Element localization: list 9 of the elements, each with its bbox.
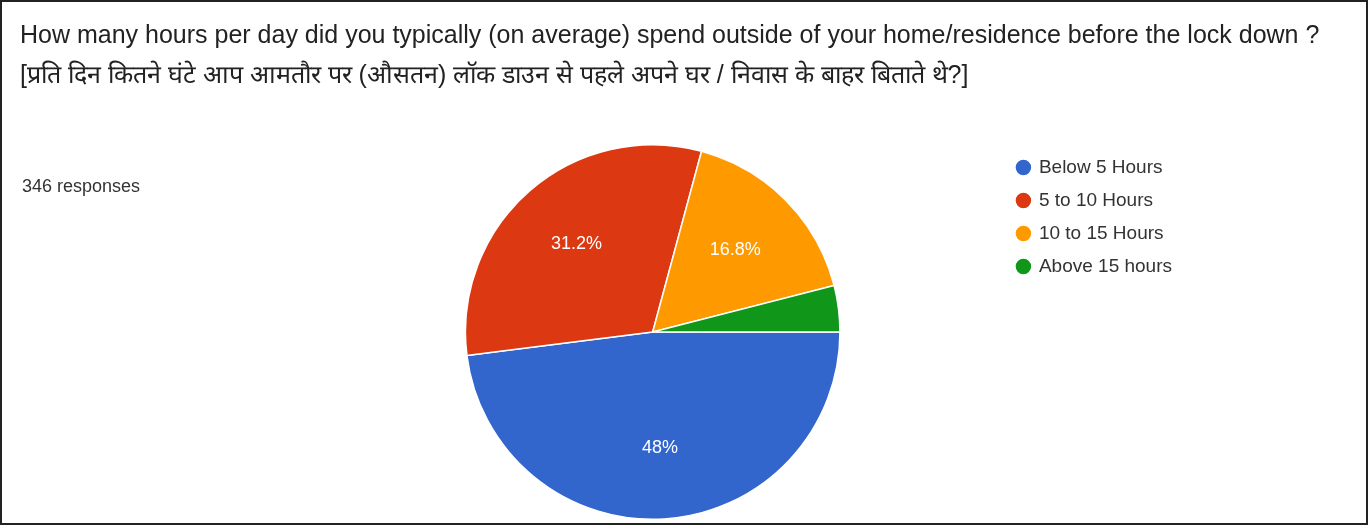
legend-label: Below 5 Hours [1038,155,1163,177]
legend-label: 10 to 15 Hours [1038,221,1164,243]
data-label: 31.2% [550,233,602,254]
data-label: 48% [641,436,679,457]
data-label: 16.8% [709,239,761,260]
chart-title: How many hours per day did you typically (on average) spend outside of your home/residence before the lock down ? [प्रति दिन कितने घंटे आप आमतौर पर (औसतन) लॉक डाउन से पहले अपने घर / निवास के बाहर बिताते थे?] [20,19,1321,90]
legend-label: 5 to 10 Hours [1038,188,1153,210]
legend-label: Above 15 hours [1038,254,1172,276]
text: 346 responses [22,176,141,197]
